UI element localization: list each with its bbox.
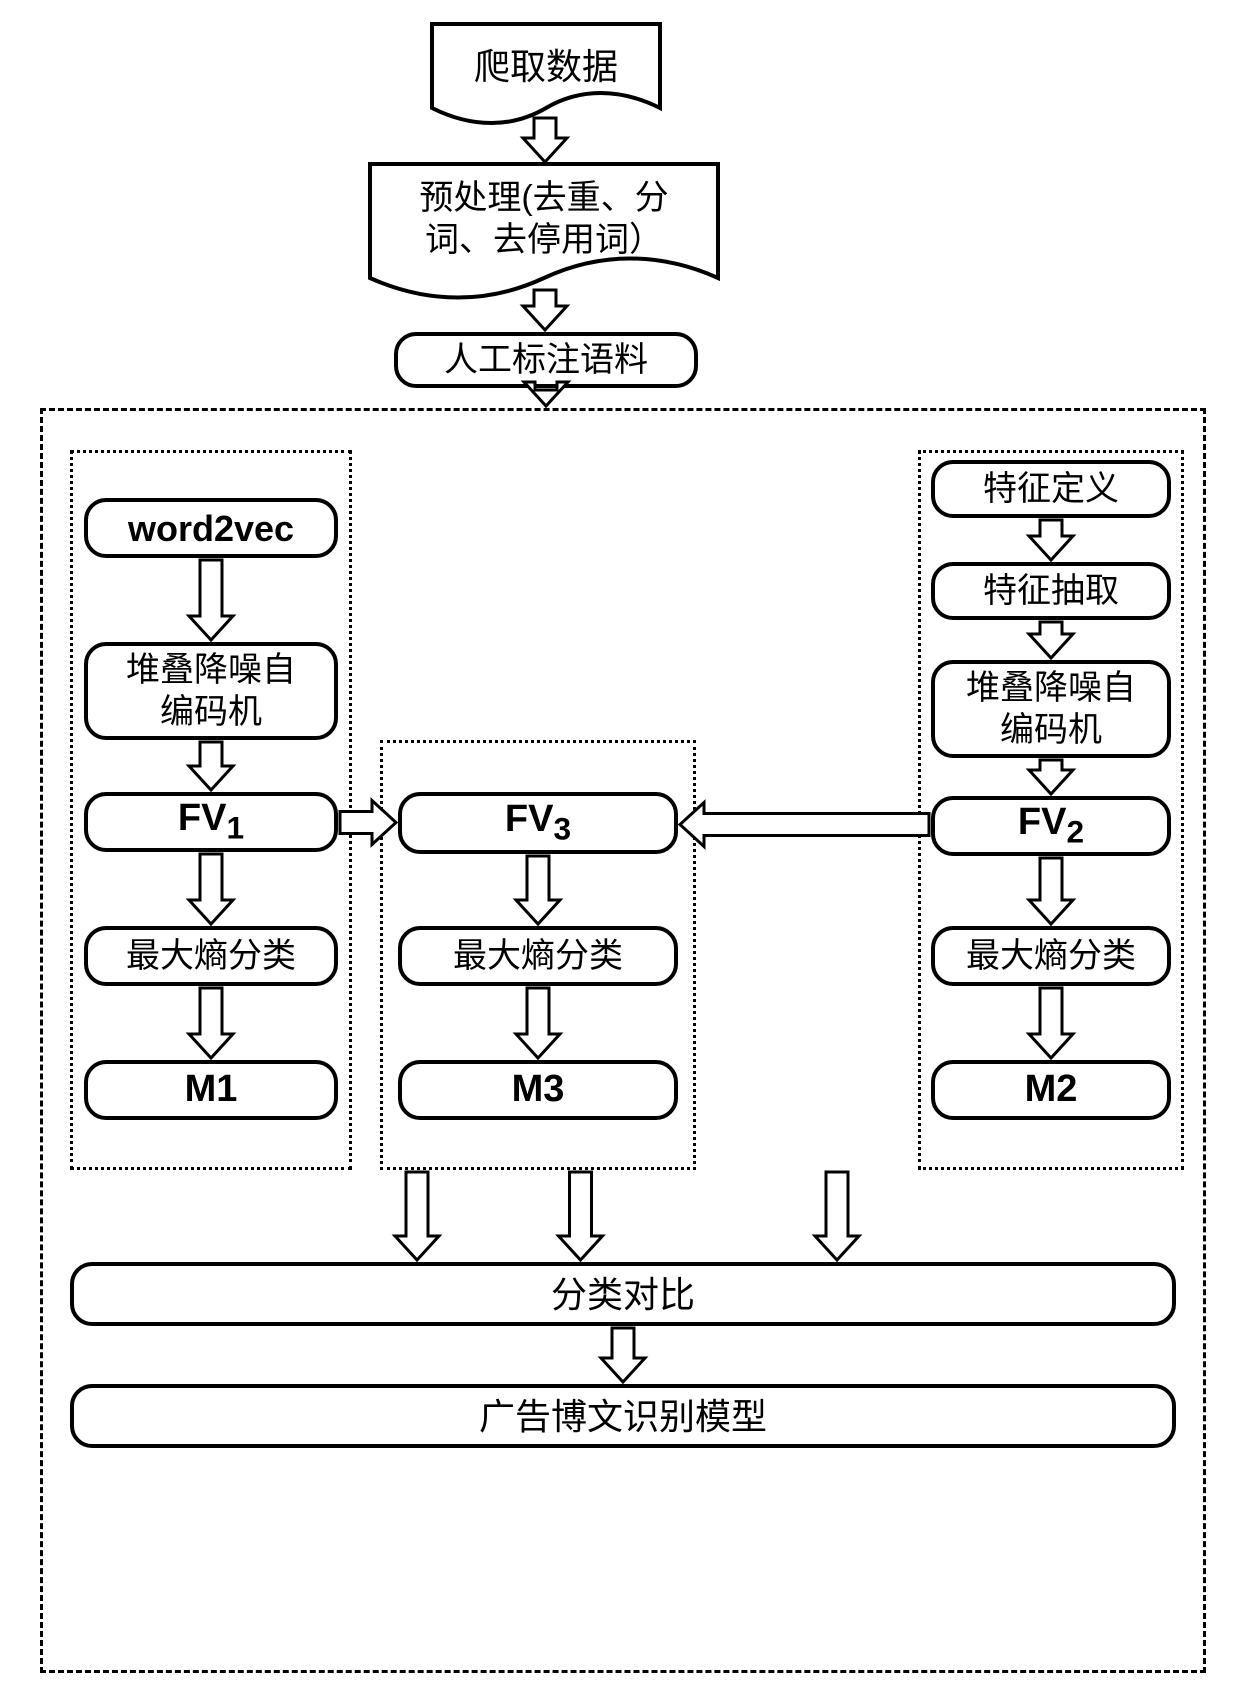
node-annotate-label: 人工标注语料 — [444, 339, 648, 382]
node-fv3-label: FV3 — [505, 796, 571, 849]
node-m1: M1 — [84, 1060, 338, 1120]
node-preprocess: 预处理(去重、分 词、去停用词） — [370, 164, 718, 274]
node-sdae2: 堆叠降噪自 编码机 — [931, 660, 1171, 758]
node-me2: 最大熵分类 — [931, 926, 1171, 986]
node-featdef-label: 特征定义 — [983, 468, 1119, 511]
node-fv1: FV1 — [84, 792, 338, 852]
node-fv2-label: FV2 — [1018, 799, 1084, 852]
node-fv2: FV2 — [931, 796, 1171, 856]
node-m3: M3 — [398, 1060, 678, 1120]
node-featext-label: 特征抽取 — [983, 570, 1119, 613]
node-me3: 最大熵分类 — [398, 926, 678, 986]
node-crawl: 爬取数据 — [432, 24, 660, 108]
node-sdae2-label: 堆叠降噪自 编码机 — [966, 667, 1136, 752]
node-m3-label: M3 — [512, 1066, 565, 1114]
node-m1-label: M1 — [185, 1066, 238, 1114]
node-w2v: word2vec — [84, 498, 338, 558]
node-fv1-label: FV1 — [178, 795, 244, 848]
node-me1: 最大熵分类 — [84, 926, 338, 986]
node-w2v-label: word2vec — [128, 506, 294, 551]
node-me1-label: 最大熵分类 — [126, 935, 296, 978]
node-featext: 特征抽取 — [931, 562, 1171, 620]
diagram-canvas: 爬取数据 预处理(去重、分 词、去停用词） 人工标注语料 word2vec 堆叠降噪… — [0, 0, 1240, 1689]
node-model: 广告博文识别模型 — [70, 1384, 1176, 1448]
node-sdae1: 堆叠降噪自 编码机 — [84, 642, 338, 740]
node-me3-label: 最大熵分类 — [453, 935, 623, 978]
node-model-label: 广告博文识别模型 — [479, 1394, 767, 1439]
node-me2-label: 最大熵分类 — [966, 935, 1136, 978]
node-compare: 分类对比 — [70, 1262, 1176, 1326]
node-m2: M2 — [931, 1060, 1171, 1120]
node-annotate: 人工标注语料 — [394, 332, 698, 388]
node-compare-label: 分类对比 — [551, 1272, 695, 1317]
node-featdef: 特征定义 — [931, 460, 1171, 518]
node-crawl-label: 爬取数据 — [474, 44, 618, 89]
node-fv3: FV3 — [398, 792, 678, 854]
node-preprocess-label: 预处理(去重、分 词、去停用词） — [419, 177, 668, 262]
node-sdae1-label: 堆叠降噪自 编码机 — [126, 649, 296, 734]
node-m2-label: M2 — [1025, 1066, 1078, 1114]
